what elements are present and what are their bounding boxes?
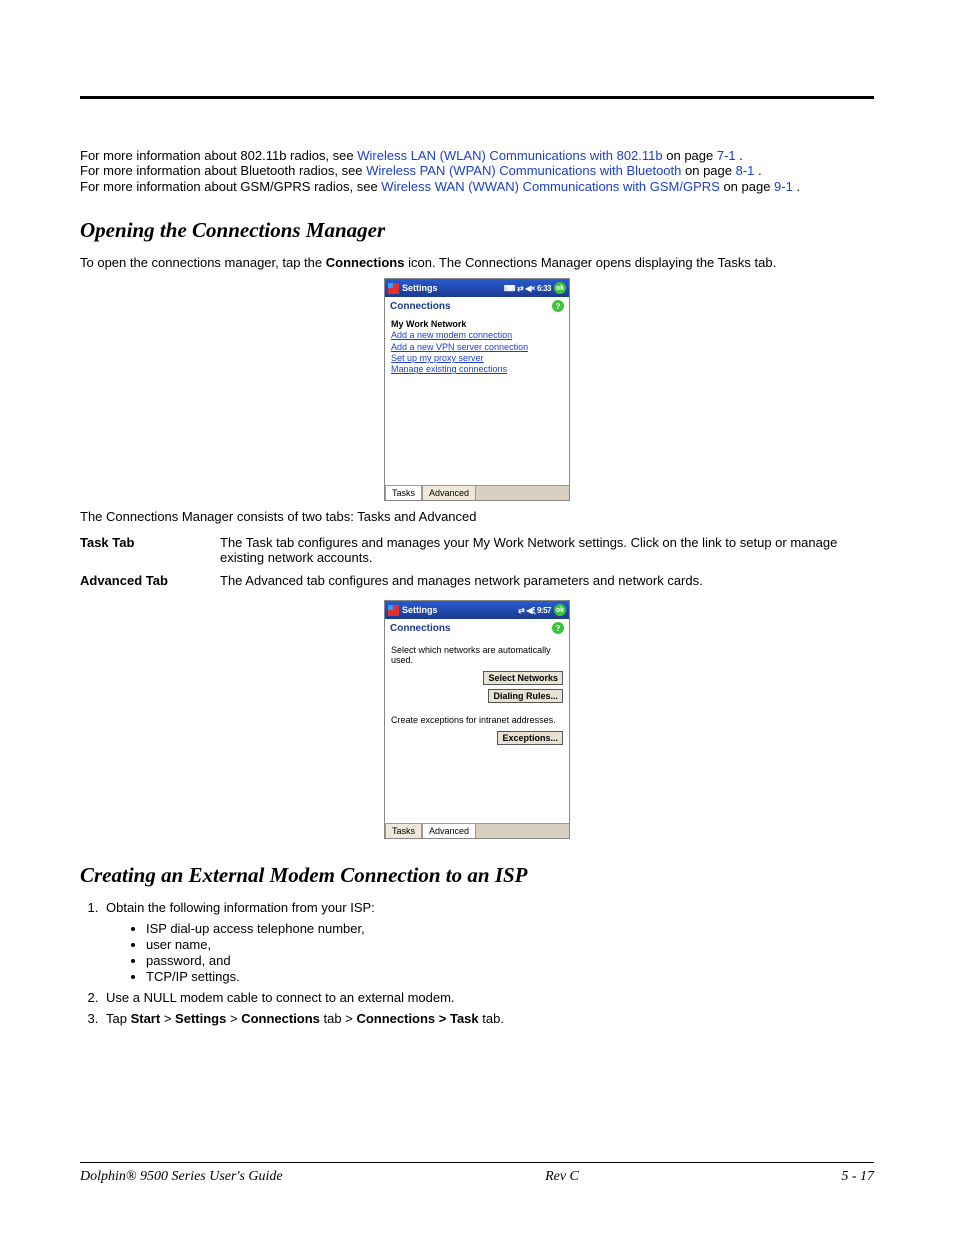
pda1-status: ⌨ ⇄ ◀× 6:33 xyxy=(504,284,551,293)
step3-gt1: > xyxy=(164,1011,175,1026)
after-img-text: The Connections Manager consists of two … xyxy=(80,509,874,525)
tab-definitions: Task Tab The Task tab configures and man… xyxy=(80,531,874,592)
step3-connections: Connections xyxy=(241,1011,320,1026)
step-2: Use a NULL modem cable to connect to an … xyxy=(102,990,874,1005)
heading-opening: Opening the Connections Manager xyxy=(80,218,874,243)
intro3-mid: on page xyxy=(723,179,774,194)
pda2-titlebar: Settings ⇄ ◀ξ 9:57 ok xyxy=(385,601,569,619)
heading-creating: Creating an External Modem Connection to… xyxy=(80,863,874,888)
step1-text: Obtain the following information from yo… xyxy=(106,900,375,915)
step-1: Obtain the following information from yo… xyxy=(102,900,874,984)
link-add-modem[interactable]: Add a new modem connection xyxy=(391,330,563,341)
pda1-body: My Work Network Add a new modem connecti… xyxy=(385,315,569,485)
keyboard-icon: ⌨ xyxy=(504,284,515,293)
footer-center: Rev C xyxy=(545,1169,579,1185)
pda1-heading: My Work Network xyxy=(391,319,563,329)
opening-pre: To open the connections manager, tap the xyxy=(80,255,326,270)
link-add-vpn[interactable]: Add a new VPN server connection xyxy=(391,342,563,353)
steps-list: Obtain the following information from yo… xyxy=(80,900,874,1026)
signal-icon: ⇄ xyxy=(517,284,523,293)
intro3-pre: For more information about GSM/GPRS radi… xyxy=(80,179,381,194)
sub4: TCP/IP settings. xyxy=(146,969,874,984)
intro1-link[interactable]: Wireless LAN (WLAN) Communications with … xyxy=(357,148,662,163)
pda1-titlebar: Settings ⌨ ⇄ ◀× 6:33 ok xyxy=(385,279,569,297)
ok-button[interactable]: ok xyxy=(554,604,566,616)
adv-tab-desc: The Advanced tab configures and manages … xyxy=(220,569,874,592)
intro2-end: . xyxy=(758,163,762,178)
intro3-end: . xyxy=(796,179,800,194)
intro3-page[interactable]: 9-1 xyxy=(774,179,793,194)
pda1-subbar-label: Connections xyxy=(390,301,451,312)
sub2: user name, xyxy=(146,937,874,952)
opening-post: icon. The Connections Manager opens disp… xyxy=(408,255,776,270)
intro-line-1: For more information about 802.11b radio… xyxy=(80,149,874,163)
sub3: password, and xyxy=(146,953,874,968)
link-proxy[interactable]: Set up my proxy server xyxy=(391,353,563,364)
pda2-body: Select which networks are automatically … xyxy=(385,637,569,823)
pda2-subbar: Connections ? xyxy=(385,619,569,637)
task-tab-label: Task Tab xyxy=(80,531,220,569)
adv-tab-label: Advanced Tab xyxy=(80,569,220,592)
task-tab-desc: The Task tab configures and manages your… xyxy=(220,531,874,569)
speaker-icon: ◀× xyxy=(525,284,535,293)
tab-advanced[interactable]: Advanced xyxy=(422,485,476,500)
step3-start: Start xyxy=(131,1011,161,1026)
pda2-time: 9:57 xyxy=(537,606,551,615)
step3-gt2: > xyxy=(230,1011,241,1026)
intro2-link[interactable]: Wireless PAN (WPAN) Communications with … xyxy=(366,163,681,178)
step3-pre: Tap xyxy=(106,1011,131,1026)
tab-tasks[interactable]: Tasks xyxy=(385,485,422,500)
tab-advanced[interactable]: Advanced xyxy=(422,823,476,838)
intro2-mid: on page xyxy=(685,163,736,178)
pda2-subbar-label: Connections xyxy=(390,623,451,634)
dialing-rules-button[interactable]: Dialing Rules... xyxy=(488,689,563,703)
step1-sublist: ISP dial-up access telephone number, use… xyxy=(106,921,874,984)
pda1-title: Settings xyxy=(402,283,501,293)
step3-conn-task: Connections > Task xyxy=(356,1011,478,1026)
select-networks-button[interactable]: Select Networks xyxy=(483,671,563,685)
step-3: Tap Start > Settings > Connections tab >… xyxy=(102,1011,874,1026)
opening-para: To open the connections manager, tap the… xyxy=(80,255,874,271)
intro-line-3: For more information about GSM/GPRS radi… xyxy=(80,180,874,194)
pda2-tabs: Tasks Advanced xyxy=(385,823,569,838)
pda2-text1: Select which networks are automatically … xyxy=(391,645,563,665)
intro1-page[interactable]: 7-1 xyxy=(717,148,736,163)
link-manage[interactable]: Manage existing connections xyxy=(391,364,563,375)
opening-bold: Connections xyxy=(326,255,405,270)
speaker-icon: ◀ξ xyxy=(526,606,535,615)
exceptions-button[interactable]: Exceptions... xyxy=(497,731,563,745)
pda1-tabs: Tasks Advanced xyxy=(385,485,569,500)
signal-icon: ⇄ xyxy=(518,606,524,615)
pda2-text2: Create exceptions for intranet addresses… xyxy=(391,715,563,725)
intro2-pre: For more information about Bluetooth rad… xyxy=(80,163,366,178)
top-rule xyxy=(80,96,874,99)
sub1: ISP dial-up access telephone number, xyxy=(146,921,874,936)
footer-right: 5 - 17 xyxy=(841,1169,874,1185)
help-icon[interactable]: ? xyxy=(552,300,564,312)
pda-screenshot-advanced: Settings ⇄ ◀ξ 9:57 ok Connections ? Sele… xyxy=(384,600,570,839)
windows-flag-icon xyxy=(388,605,399,616)
pda2-title: Settings xyxy=(402,605,515,615)
intro1-end: . xyxy=(739,148,743,163)
intro3-link[interactable]: Wireless WAN (WWAN) Communications with … xyxy=(381,179,720,194)
pda1-subbar: Connections ? xyxy=(385,297,569,315)
tab-tasks[interactable]: Tasks xyxy=(385,823,422,838)
intro2-page[interactable]: 8-1 xyxy=(736,163,755,178)
footer-left: Dolphin® 9500 Series User's Guide xyxy=(80,1169,283,1185)
step3-settings: Settings xyxy=(175,1011,226,1026)
ok-button[interactable]: ok xyxy=(554,282,566,294)
help-icon[interactable]: ? xyxy=(552,622,564,634)
pda1-time: 6:33 xyxy=(537,284,551,293)
intro-line-2: For more information about Bluetooth rad… xyxy=(80,164,874,178)
pda-screenshot-tasks: Settings ⌨ ⇄ ◀× 6:33 ok Connections ? My… xyxy=(384,278,570,501)
windows-flag-icon xyxy=(388,283,399,294)
intro1-mid: on page xyxy=(666,148,717,163)
pda2-status: ⇄ ◀ξ 9:57 xyxy=(518,606,551,615)
page-footer: Dolphin® 9500 Series User's Guide Rev C … xyxy=(80,1163,874,1185)
step3-tab1: tab > xyxy=(324,1011,357,1026)
step3-tab2: tab. xyxy=(482,1011,504,1026)
intro1-pre: For more information about 802.11b radio… xyxy=(80,148,357,163)
